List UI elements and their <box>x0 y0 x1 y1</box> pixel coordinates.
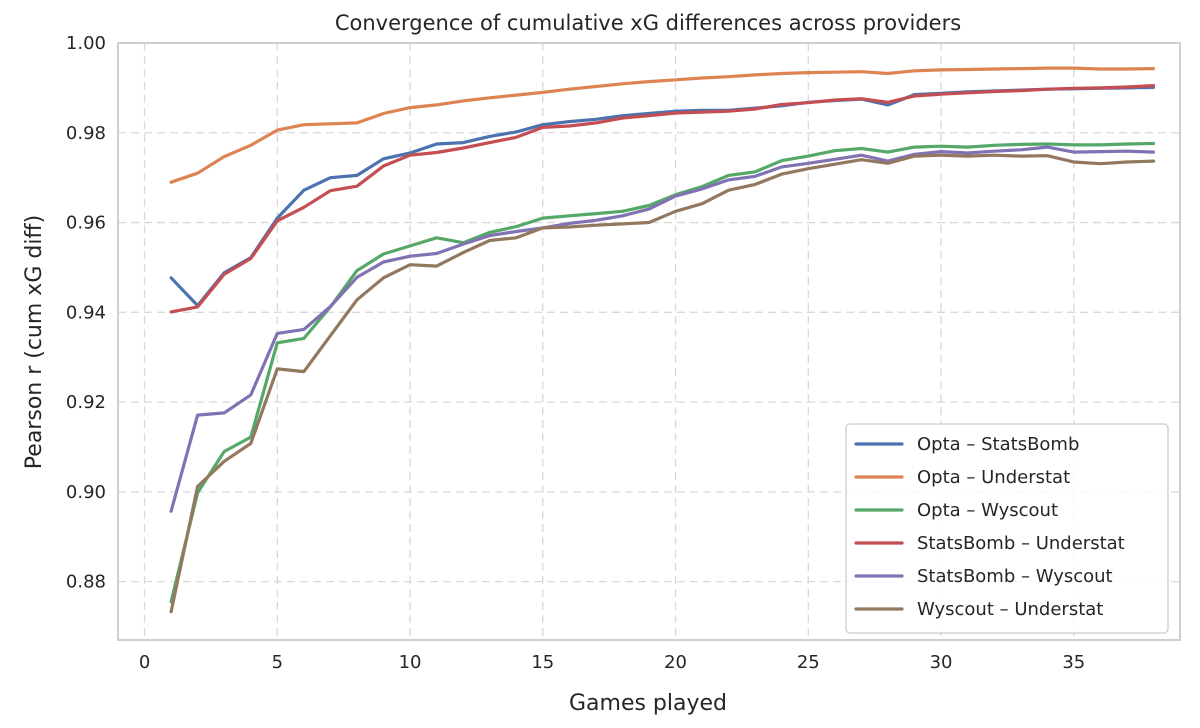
legend-label: Opta – Wyscout <box>917 500 1058 521</box>
y-tick-label: 0.92 <box>66 392 106 413</box>
x-tick-label: 15 <box>531 652 554 673</box>
legend-label: Opta – Understat <box>917 467 1070 488</box>
x-tick-label: 10 <box>399 652 422 673</box>
series-line-6 <box>169 153 1156 614</box>
x-tick-label: 30 <box>930 652 953 673</box>
legend-label: Opta – StatsBomb <box>917 434 1079 455</box>
y-tick-label: 1.00 <box>66 33 106 54</box>
series-lines <box>169 66 1156 614</box>
x-tick-label: 25 <box>797 652 820 673</box>
legend: Opta – StatsBomb Opta – Understat Opta – W… <box>845 423 1169 634</box>
legend-label: Wyscout – Understat <box>917 599 1103 620</box>
x-axis-label: Games played <box>569 691 727 716</box>
legend-label: StatsBomb – Understat <box>917 533 1125 554</box>
y-tick-label: 0.94 <box>66 302 106 323</box>
x-tick-label: 35 <box>1062 652 1085 673</box>
legend-label: StatsBomb – Wyscout <box>917 566 1113 587</box>
y-axis-label: Pearson r (cum xG diff) <box>22 215 47 469</box>
x-tick-label: 0 <box>139 652 150 673</box>
x-axis-ticks: 0 5 10 15 20 25 30 35 <box>139 652 1085 673</box>
y-tick-label: 0.88 <box>66 572 106 593</box>
series-line-4 <box>169 83 1156 314</box>
y-tick-label: 0.90 <box>66 482 106 503</box>
x-tick-label: 5 <box>272 652 283 673</box>
y-axis-ticks: 0.88 0.90 0.92 0.94 0.96 0.98 1.00 <box>66 33 106 593</box>
y-tick-label: 0.98 <box>66 123 106 144</box>
series-line-2 <box>169 66 1156 184</box>
chart-title: Convergence of cumulative xG differences… <box>335 11 961 35</box>
y-tick-label: 0.96 <box>66 213 106 234</box>
plot-frame <box>117 42 1181 641</box>
legend-box <box>845 423 1169 634</box>
x-tick-label: 20 <box>664 652 687 673</box>
series-line-5 <box>169 145 1156 513</box>
